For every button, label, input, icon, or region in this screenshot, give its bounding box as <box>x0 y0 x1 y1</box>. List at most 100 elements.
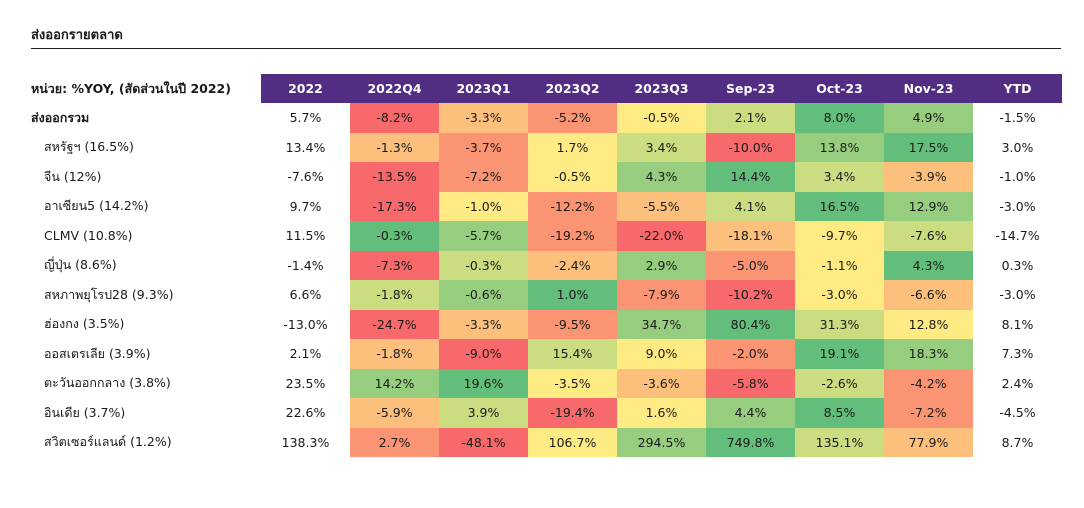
heat-cell: 31.3% <box>795 309 884 339</box>
heat-cell: -2.6% <box>795 368 884 398</box>
heat-cell: -7.6% <box>884 221 973 251</box>
total-row: ส่งออกรวม 5.7% -8.2% -3.3% -5.2% -0.5% 2.1% 8.0… <box>31 103 1062 133</box>
heat-cell: -9.5% <box>528 309 617 339</box>
value-cell: 2.1% <box>261 339 350 369</box>
heat-cell: -3.9% <box>884 162 973 192</box>
heat-cell: -48.1% <box>439 427 528 457</box>
heat-cell: -19.2% <box>528 221 617 251</box>
market-row: ออสเตรเลีย (3.9%) 2.1% -1.8% -9.0% 15.4% 9.0%… <box>31 339 1062 369</box>
heat-cell: -1.1% <box>795 250 884 280</box>
heat-cell: 14.2% <box>350 368 439 398</box>
heat-cell: 19.6% <box>439 368 528 398</box>
column-header: 2023Q3 <box>617 74 706 103</box>
market-row: ฮ่องกง (3.5%) -13.0% -24.7% -3.3% -9.5% 34.7%… <box>31 309 1062 339</box>
market-row: จีน (12%) -7.6% -13.5% -7.2% -0.5% 4.3% 14.4% 3… <box>31 162 1062 192</box>
value-cell: -7.6% <box>261 162 350 192</box>
heat-cell: -7.9% <box>617 280 706 310</box>
heat-cell: -5.5% <box>617 191 706 221</box>
heat-cell: -5.7% <box>439 221 528 251</box>
heat-cell: 2.9% <box>617 250 706 280</box>
value-cell: -1.5% <box>973 103 1062 133</box>
heat-cell: 4.4% <box>706 398 795 428</box>
market-row: CLMV (10.8%) 11.5% -0.3% -5.7% -19.2% -22.0% -… <box>31 221 1062 251</box>
heat-cell: -9.7% <box>795 221 884 251</box>
heat-cell: 4.3% <box>617 162 706 192</box>
heat-cell: 12.8% <box>884 309 973 339</box>
market-row: อาเซียน5 (14.2%) 9.7% -17.3% -1.0% -12.2% -5.… <box>31 191 1062 221</box>
heat-cell: 8.5% <box>795 398 884 428</box>
heat-cell: 1.0% <box>528 280 617 310</box>
row-label: CLMV (10.8%) <box>44 228 133 244</box>
heat-cell: 9.0% <box>617 339 706 369</box>
value-cell: 7.3% <box>973 339 1062 369</box>
heat-cell: -0.3% <box>350 221 439 251</box>
heatmap-body: ส่งออกรวม 5.7% -8.2% -3.3% -5.2% -0.5% 2.1% 8.0… <box>31 103 1062 457</box>
heat-cell: 1.7% <box>528 132 617 162</box>
market-row: ญี่ปุ่น (8.6%) -1.4% -7.3% -0.3% -2.4% 2.9% -5… <box>31 250 1062 280</box>
column-header: Nov-23 <box>884 74 973 103</box>
heat-cell: 17.5% <box>884 132 973 162</box>
heat-cell: -1.3% <box>350 132 439 162</box>
heat-cell: -0.3% <box>439 250 528 280</box>
row-label: ออสเตรเลีย (3.9%) <box>44 345 151 361</box>
title-divider <box>31 48 1061 49</box>
value-cell: 23.5% <box>261 368 350 398</box>
heat-cell: -18.1% <box>706 221 795 251</box>
heat-cell: -4.2% <box>884 368 973 398</box>
heat-cell: -1.0% <box>439 191 528 221</box>
value-cell: 8.1% <box>973 309 1062 339</box>
row-label: อาเซียน5 (14.2%) <box>44 198 149 214</box>
heat-cell: 80.4% <box>706 309 795 339</box>
heat-cell: -5.8% <box>706 368 795 398</box>
value-cell: 3.0% <box>973 132 1062 162</box>
heat-cell: -10.2% <box>706 280 795 310</box>
value-cell: 11.5% <box>261 221 350 251</box>
heat-cell: -13.5% <box>350 162 439 192</box>
value-cell: 138.3% <box>261 427 350 457</box>
heat-cell: -12.2% <box>528 191 617 221</box>
heat-cell: -3.0% <box>795 280 884 310</box>
heat-cell: -5.9% <box>350 398 439 428</box>
heat-cell: 8.0% <box>795 103 884 133</box>
row-label: ตะวันออกกลาง (3.8%) <box>44 375 171 391</box>
heat-cell: 294.5% <box>617 427 706 457</box>
heat-cell: 19.1% <box>795 339 884 369</box>
value-cell: 5.7% <box>261 103 350 133</box>
value-cell: 13.4% <box>261 132 350 162</box>
heat-cell: -7.2% <box>884 398 973 428</box>
column-header: 2023Q1 <box>439 74 528 103</box>
heat-cell: -3.7% <box>439 132 528 162</box>
heat-cell: 15.4% <box>528 339 617 369</box>
value-cell: 9.7% <box>261 191 350 221</box>
heat-cell: 16.5% <box>795 191 884 221</box>
heat-cell: -10.0% <box>706 132 795 162</box>
heat-cell: 3.4% <box>617 132 706 162</box>
row-label: ส่งออกรวม <box>31 109 90 125</box>
heat-cell: 18.3% <box>884 339 973 369</box>
column-header: YTD <box>973 74 1062 103</box>
heat-cell: -7.3% <box>350 250 439 280</box>
heat-cell: 106.7% <box>528 427 617 457</box>
row-label: ฮ่องกง (3.5%) <box>44 316 125 332</box>
value-cell: 2.4% <box>973 368 1062 398</box>
heat-cell: -3.5% <box>528 368 617 398</box>
heat-cell: -2.0% <box>706 339 795 369</box>
heat-cell: -6.6% <box>884 280 973 310</box>
value-cell: 6.6% <box>261 280 350 310</box>
heat-cell: -1.8% <box>350 339 439 369</box>
header-row: หน่วย: %YOY, (สัดส่วนในปี 2022) 2022 202… <box>31 74 1062 103</box>
row-label: สวิตเซอร์แลนด์ (1.2%) <box>44 434 172 450</box>
heat-cell: -0.5% <box>617 103 706 133</box>
heat-cell: -24.7% <box>350 309 439 339</box>
heat-cell: 13.8% <box>795 132 884 162</box>
value-cell: 0.3% <box>973 250 1062 280</box>
market-row: สหรัฐฯ (16.5%) 13.4% -1.3% -3.7% 1.7% 3.4% -10… <box>31 132 1062 162</box>
column-header: Sep-23 <box>706 74 795 103</box>
column-header: 2022Q4 <box>350 74 439 103</box>
value-cell: -1.4% <box>261 250 350 280</box>
heat-cell: -17.3% <box>350 191 439 221</box>
heat-cell: 749.8% <box>706 427 795 457</box>
heat-cell: 3.9% <box>439 398 528 428</box>
heat-cell: 3.4% <box>795 162 884 192</box>
value-cell: -3.0% <box>973 191 1062 221</box>
